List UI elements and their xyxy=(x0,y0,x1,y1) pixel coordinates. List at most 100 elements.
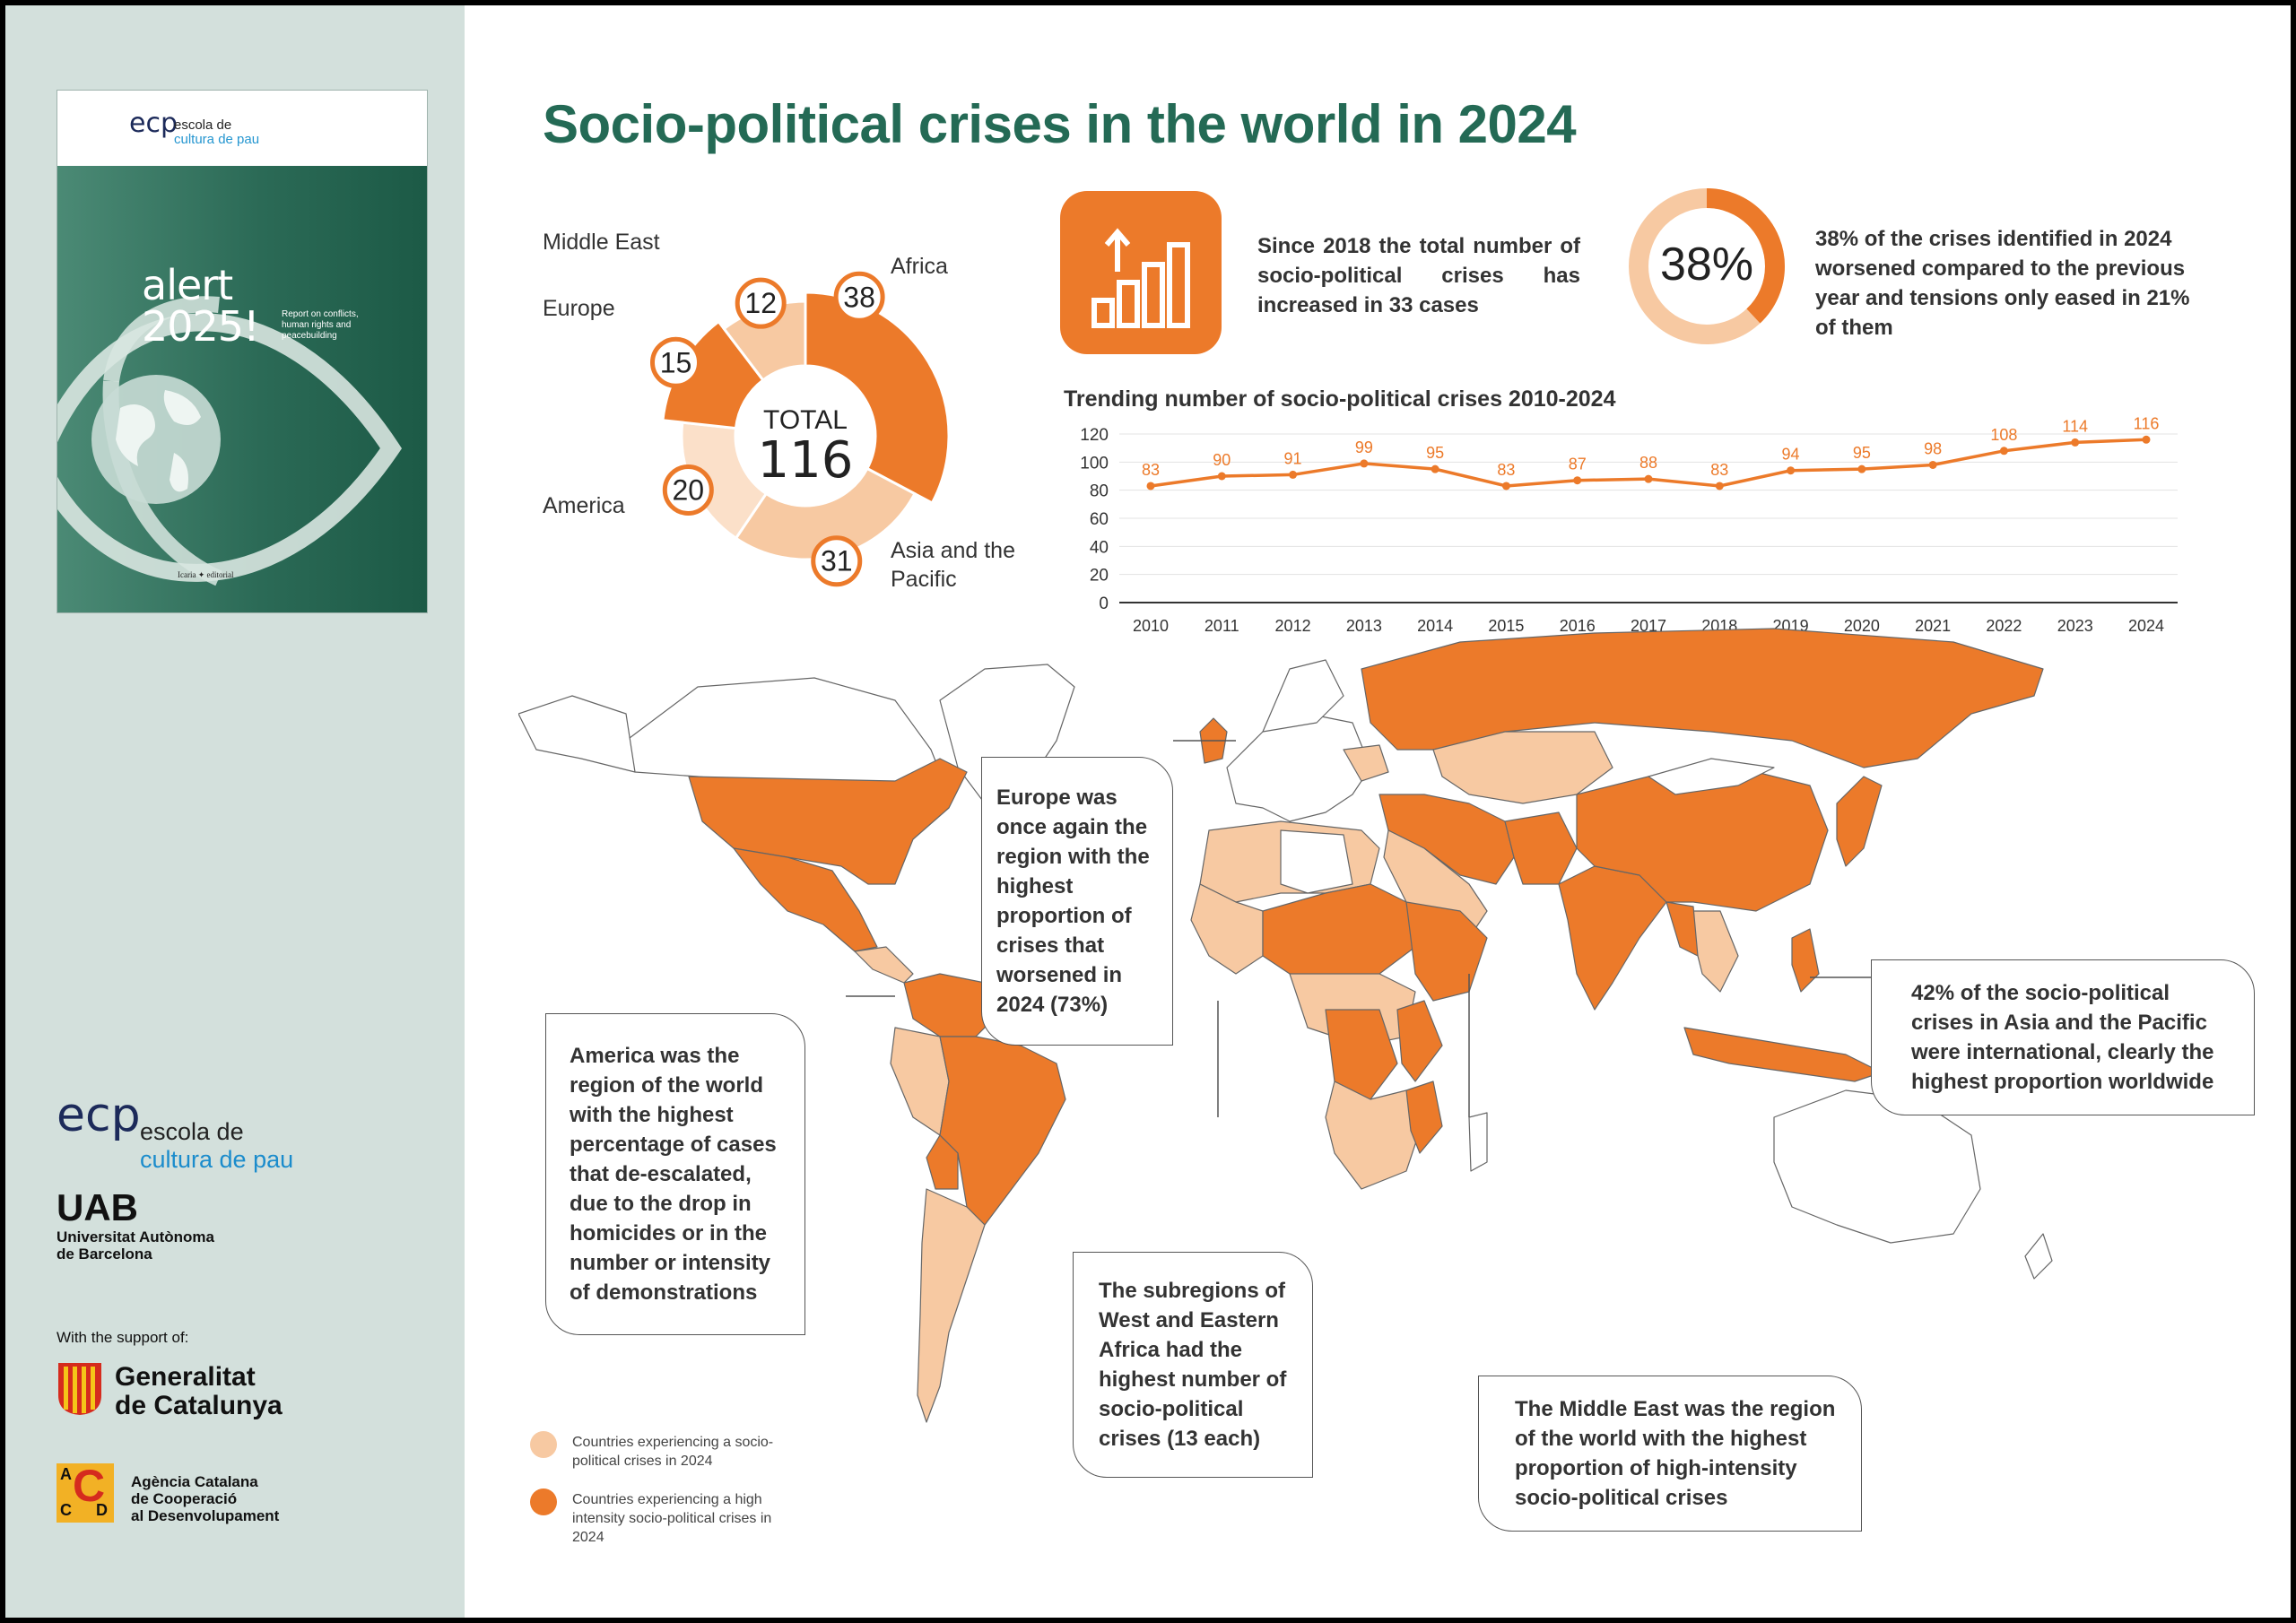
stat-growth-text: Since 2018 the total number of socio-pol… xyxy=(1257,234,1580,317)
percent-ring-chart: 38% xyxy=(1629,188,1785,344)
map-mozambique xyxy=(1405,1081,1443,1154)
x-tick-label: 2017 xyxy=(1631,617,1666,635)
infographic-frame: ecp escola de cultura de pau alert 2025! … xyxy=(5,5,2291,1618)
data-point xyxy=(2071,438,2080,447)
callout-america: America was the region of the world with… xyxy=(545,1013,805,1335)
generalitat-line2: de Catalunya xyxy=(115,1391,283,1420)
x-tick-label: 2021 xyxy=(1915,617,1951,635)
data-point xyxy=(1715,482,1724,490)
ecp-logo-icon: ecp xyxy=(129,108,178,139)
donut-total-value: 116 xyxy=(758,431,854,490)
map-peru xyxy=(890,1027,950,1136)
map-new-zealand xyxy=(2024,1233,2053,1280)
x-tick-label: 2015 xyxy=(1488,617,1524,635)
legend-light-swatch xyxy=(530,1431,557,1458)
cover-artwork: alert 2025! Report on conflicts, human ri… xyxy=(57,166,427,612)
donut-label-middle-east: Middle East xyxy=(543,230,660,255)
ring-progress xyxy=(1629,188,1785,344)
data-point xyxy=(1360,459,1369,468)
map-scandinavia xyxy=(1262,659,1344,733)
x-tick-label: 2012 xyxy=(1275,617,1311,635)
data-point xyxy=(1431,464,1439,473)
map-myanmar xyxy=(1665,901,1699,957)
donut-slice-africa xyxy=(804,291,951,505)
y-tick-label: 120 xyxy=(1080,426,1109,445)
x-tick-label: 2020 xyxy=(1844,617,1880,635)
cover-logo-line1: escola de xyxy=(174,117,232,133)
callout-asia: 42% of the socio-political crises in Asi… xyxy=(1871,959,2255,1115)
map-afghan-pakistan xyxy=(1504,812,1578,885)
data-label: 94 xyxy=(1782,446,1800,464)
data-point xyxy=(1146,482,1155,490)
x-tick-label: 2016 xyxy=(1560,617,1596,635)
map-mexico xyxy=(733,847,878,952)
data-label: 99 xyxy=(1355,438,1373,456)
data-label: 108 xyxy=(1990,426,2017,444)
data-point xyxy=(1857,464,1866,473)
data-label: 88 xyxy=(1639,454,1657,472)
map-greenland xyxy=(939,664,1075,804)
data-point xyxy=(1501,482,1510,490)
donut-value-label: 15 xyxy=(660,346,692,378)
donut-center-label: TOTAL xyxy=(763,405,848,435)
y-tick-label: 60 xyxy=(1090,510,1109,529)
map-central-america xyxy=(854,946,914,984)
donut-label-asia: Asia and the Pacific xyxy=(891,538,1015,592)
trend-line-chart: 0 20 40 60 80 100 120 2010 2011 2012 2013 2014 2015 2… xyxy=(1080,416,2178,635)
x-tick-label: 2013 xyxy=(1346,617,1382,635)
data-label: 87 xyxy=(1569,456,1587,473)
ecp-line1: escola de xyxy=(140,1118,244,1145)
map-chile-argentina xyxy=(917,1188,986,1423)
x-tick-label: 2014 xyxy=(1417,617,1453,635)
cover-subtitle: Report on conflicts, human rights and pe… xyxy=(282,309,359,341)
data-label: 90 xyxy=(1213,451,1231,469)
line-chart-title: Trending number of socio-political crise… xyxy=(1064,386,1616,412)
data-label: 91 xyxy=(1284,449,1302,467)
world-map xyxy=(518,628,2053,1423)
donut-hole xyxy=(737,368,874,504)
cover-publisher: Icaria ✦ editorial xyxy=(178,570,234,579)
generalitat-line1: Generalitat xyxy=(115,1362,256,1392)
map-sahel xyxy=(1262,883,1416,984)
donut-value-label: 38 xyxy=(843,281,875,313)
map-india xyxy=(1558,865,1667,1011)
map-korea-japan xyxy=(1836,776,1883,867)
map-ukraine xyxy=(1343,744,1389,782)
y-tick-label: 80 xyxy=(1090,482,1109,501)
map-southern-africa xyxy=(1325,1081,1425,1190)
data-point xyxy=(1289,470,1298,479)
uab-line1: Universitat Autònoma xyxy=(57,1228,215,1245)
y-tick-label: 20 xyxy=(1090,567,1109,586)
data-label: 83 xyxy=(1497,461,1515,479)
data-point xyxy=(1928,460,1937,469)
data-point xyxy=(1573,476,1582,485)
donut-value-label: 20 xyxy=(673,473,705,506)
x-tick-label: 2023 xyxy=(2057,617,2093,635)
generalitat-icon xyxy=(58,1363,101,1415)
report-cover: ecp escola de cultura de pau alert 2025! … xyxy=(57,90,428,613)
x-tick-label: 2010 xyxy=(1133,617,1169,635)
data-point xyxy=(1787,466,1796,475)
x-tick-label: 2011 xyxy=(1205,617,1239,635)
legend-dark-swatch xyxy=(530,1488,557,1515)
donut-value-label: 12 xyxy=(744,287,777,319)
map-drc xyxy=(1325,1009,1398,1100)
data-label: 95 xyxy=(1426,444,1444,462)
accd-letter-c2: C xyxy=(60,1501,72,1519)
growth-chart-icon xyxy=(1060,191,1222,354)
accd-line2: de Cooperació xyxy=(131,1490,238,1507)
map-algeria-libya xyxy=(1280,829,1353,894)
map-madagascar xyxy=(1468,1112,1488,1172)
callout-europe: Europe was once again the region with th… xyxy=(981,757,1173,1046)
data-label: 114 xyxy=(2062,417,2088,435)
callout-middle-east: The Middle East was the region of the wo… xyxy=(1478,1376,1862,1532)
donut-label-africa: Africa xyxy=(891,254,948,279)
legend-light-text: Countries experiencing a socio-political… xyxy=(572,1435,774,1469)
ecp-line2: cultura de pau xyxy=(140,1146,294,1173)
callout-west-east-africa: The subregions of West and Eastern Afric… xyxy=(1073,1252,1313,1478)
data-label: 95 xyxy=(1853,444,1871,462)
donut-badge-1 xyxy=(811,535,863,587)
data-label: 98 xyxy=(1924,439,1942,457)
data-point xyxy=(2142,435,2151,444)
map-indonesia xyxy=(1683,1027,1883,1082)
